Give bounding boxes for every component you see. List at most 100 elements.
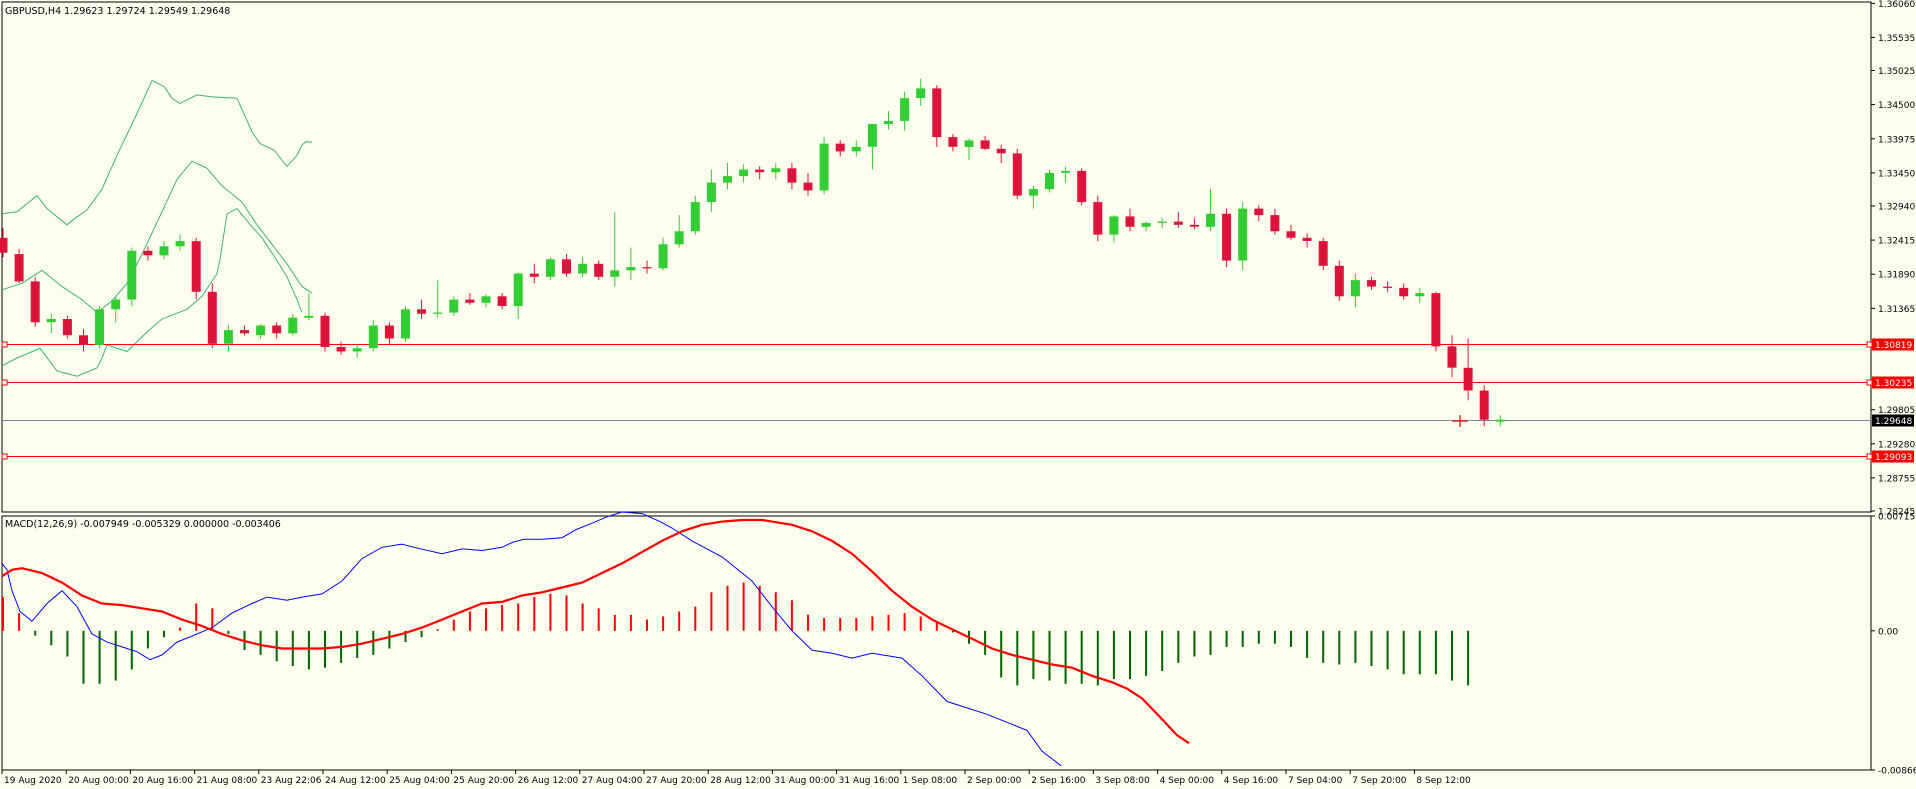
price-tag-label: 1.30235 [1875,379,1912,389]
candle-body [30,281,40,323]
candle-body [272,325,282,334]
candle [948,133,958,152]
price-tick-label: 1.35535 [1878,34,1915,44]
candle [497,293,507,310]
line-anchor-handle[interactable] [1,379,8,386]
bollinger-middle [1,160,313,314]
candle-body [1334,265,1344,297]
candle-body [1383,286,1393,288]
candle-body [95,309,105,345]
current-price-tag [1872,414,1914,427]
macd-axis: 0.00715 0.00 -0.008668 [1871,513,1916,777]
candle-body [1399,287,1409,297]
time-tick-label: 7 Sep 20:00 [1352,776,1407,786]
candle-body [1045,172,1054,190]
candle-body [1495,419,1505,422]
candle [1141,221,1151,232]
candle-body [980,140,990,149]
candle [465,293,475,305]
candle-body [1238,208,1248,261]
candle [674,215,684,248]
candle-body [433,312,443,314]
candle [658,237,668,271]
candle [143,246,153,261]
candle [191,237,201,300]
candle-body [368,325,378,349]
candle [851,140,861,157]
candle [111,296,121,323]
line-anchor-handle[interactable] [1866,453,1873,460]
candle [481,294,491,308]
candle [288,313,298,336]
line-anchor-handle[interactable] [1866,341,1873,348]
candle [1012,148,1022,199]
time-tick-label: 27 Aug 04:00 [582,776,643,786]
candle-body [143,250,153,256]
candle [529,263,539,284]
candle-body [111,299,121,310]
candle [223,325,233,352]
candle [610,211,620,287]
candle [1157,218,1167,229]
current-price-label: 1.29648 [1875,417,1912,427]
candle [739,164,749,183]
candle [1222,208,1232,268]
candle [1415,287,1425,303]
time-tick-label: 28 Aug 12:00 [710,776,771,786]
price-tick-label: 1.31365 [1878,305,1915,315]
candle [1238,202,1248,271]
time-tick-label: 2 Sep 00:00 [967,776,1022,786]
candle [1270,208,1280,235]
candle-body [626,267,636,271]
candle [1189,218,1199,230]
candle-body [787,168,797,183]
candle-body [996,148,1006,154]
candle [384,322,394,344]
candle [1302,233,1312,248]
time-tick-label: 24 Aug 12:00 [325,776,386,786]
candle [127,247,137,307]
candle [401,306,410,342]
time-tick-label: 4 Sep 00:00 [1160,776,1215,786]
candle-body [513,273,523,307]
time-tick-label: 31 Aug 00:00 [774,776,835,786]
price-tick-label: 1.29805 [1878,406,1915,416]
candle-body [1141,222,1151,227]
price-tick-label: 1.31890 [1878,271,1915,281]
candle-body [578,263,588,274]
candle-body [771,168,781,173]
candle [79,328,88,352]
candle-body [384,325,394,339]
macd-signal-line [1,518,1190,745]
candle [594,260,604,281]
candle [755,166,765,180]
candle-body [1061,170,1071,173]
candle [1367,276,1376,290]
candle-body [739,169,749,177]
horizontal-lines[interactable]: 1.30819 1.30235 1.29093 1.29648 [1,338,1914,464]
macd-tick-label: 0.00715 [1878,513,1915,523]
candle-body [723,176,732,183]
candle-body [1415,293,1425,297]
candle-body [401,309,410,339]
candle [1286,224,1296,240]
candle [819,137,829,195]
candle [1206,189,1215,232]
candle [900,91,910,131]
candle-body [594,263,604,277]
line-anchor-handle[interactable] [1866,379,1873,386]
candle-body [1431,293,1441,347]
line-anchor-handle[interactable] [1,453,8,460]
price-tag-label: 1.30819 [1875,341,1912,351]
candle-body [1447,346,1457,368]
candle [95,306,105,349]
candle [1318,237,1328,271]
candle-body [1350,280,1360,297]
price-tick-label: 1.36060 [1878,0,1915,10]
time-tick-label: 25 Aug 20:00 [453,776,514,786]
candle [1173,211,1183,229]
line-anchor-handle[interactable] [1,341,8,348]
candle-body [1206,213,1215,227]
time-tick-label: 27 Aug 20:00 [646,776,707,786]
